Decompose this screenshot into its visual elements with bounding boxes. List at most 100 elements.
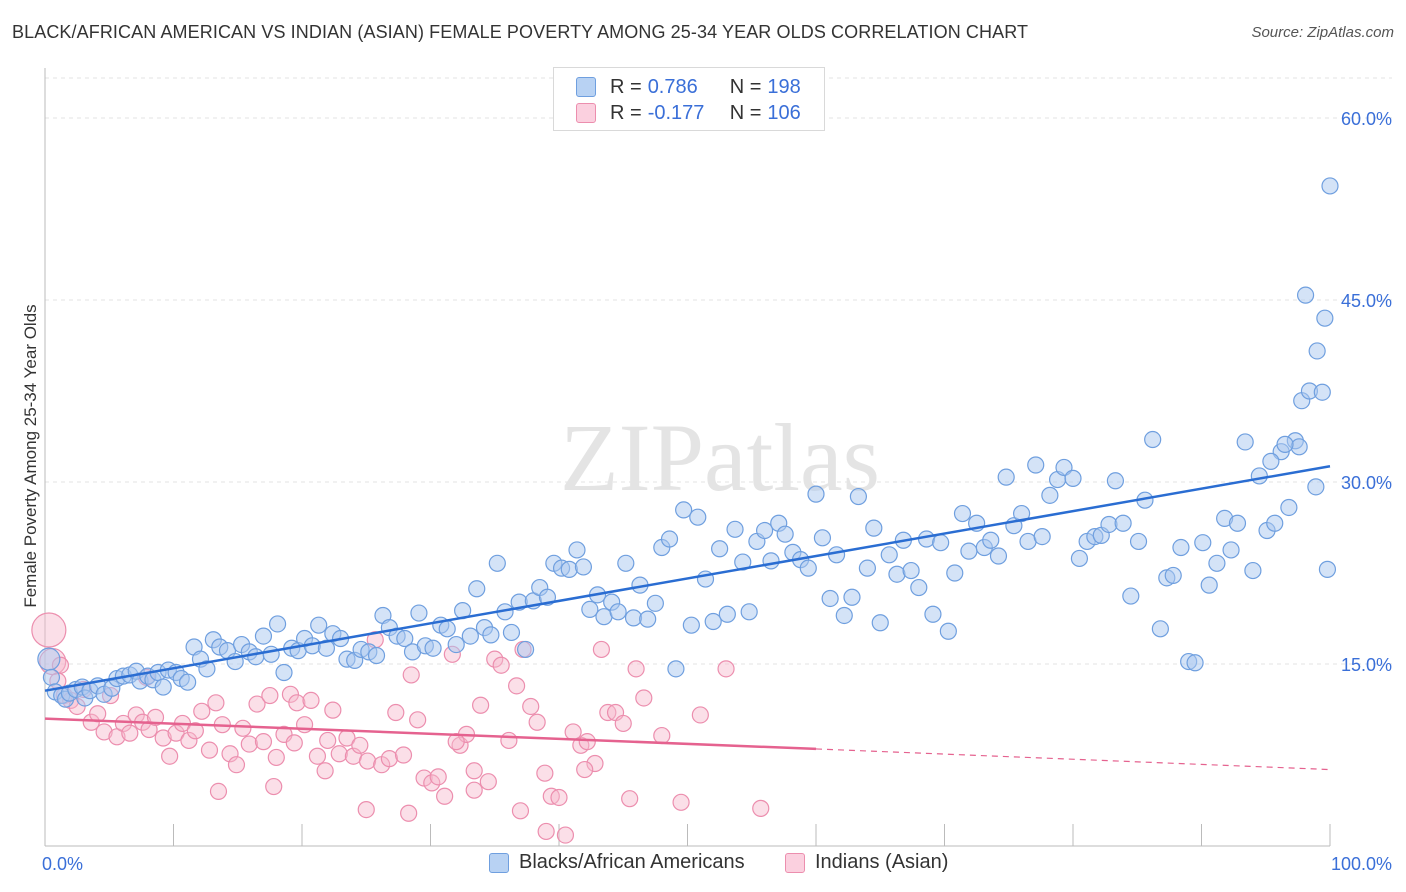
data-point-blacks [1070, 549, 1089, 568]
data-point-indians [614, 714, 632, 733]
data-point-blacks [468, 580, 486, 598]
data-point-blacks [1244, 561, 1262, 580]
x-tick-label: 0.0% [42, 854, 83, 874]
series-indians-asian [31, 612, 770, 844]
legend-item-label: Indians (Asian) [815, 851, 949, 873]
data-point-indians [207, 694, 225, 712]
data-point-indians [402, 666, 420, 684]
data-point-blacks [646, 594, 664, 612]
data-point-blacks [247, 648, 265, 666]
data-point-indians [400, 804, 418, 822]
x-tick-label: 100.0% [1331, 854, 1392, 874]
data-point-blacks [1194, 534, 1212, 552]
data-point-blacks [410, 604, 428, 622]
data-point-indians [121, 724, 139, 742]
data-point-blacks [1308, 342, 1326, 360]
data-point-indians [507, 677, 526, 695]
data-point-blacks [37, 647, 61, 671]
data-point-blacks [821, 589, 839, 608]
data-point-blacks [1106, 472, 1125, 490]
legend-item-blacks[interactable]: Blacks/African Americans [489, 851, 745, 874]
data-point-indians [586, 754, 604, 773]
data-point-blacks [946, 564, 964, 582]
data-point-indians [672, 793, 690, 811]
data-point-blacks [317, 639, 336, 657]
data-point-blacks [849, 487, 868, 506]
data-point-indians [500, 731, 518, 750]
data-point-blacks [1318, 560, 1337, 578]
data-point-blacks [1027, 456, 1045, 474]
data-point-blacks [910, 578, 928, 597]
legend-item-indians[interactable]: Indians (Asian) [785, 851, 948, 874]
legend-swatch-pink [785, 852, 805, 873]
data-point-indians [265, 777, 283, 796]
data-point-indians [308, 747, 327, 765]
data-point-blacks [682, 616, 700, 634]
legend-n-value: 106 [767, 101, 801, 124]
data-point-indians [387, 703, 405, 722]
data-point-blacks [1129, 532, 1148, 551]
data-point-blacks [953, 504, 972, 523]
legend-swatch-blue [489, 852, 509, 873]
data-point-blacks [924, 605, 942, 623]
watermark: ZIPatlas [560, 404, 880, 511]
data-point-blacks [1122, 587, 1140, 605]
series-blacks-african-americans [37, 177, 1339, 708]
data-point-indians [486, 650, 504, 668]
data-point-blacks [275, 663, 293, 682]
data-point-blacks [179, 673, 197, 691]
data-point-blacks [718, 605, 736, 623]
data-point-indians [752, 799, 770, 817]
data-point-indians [357, 800, 375, 819]
data-point-blacks [1266, 514, 1284, 532]
data-point-blacks [1316, 309, 1334, 327]
data-point-blacks [740, 603, 758, 621]
data-point-blacks [667, 660, 685, 678]
data-point-blacks [843, 588, 861, 606]
data-point-blacks [502, 623, 521, 642]
data-point-indians [146, 708, 165, 726]
data-point-indians [479, 773, 497, 791]
data-point-blacks [939, 622, 957, 640]
data-point-blacks [776, 525, 794, 543]
data-point-blacks [310, 616, 328, 634]
data-point-indians [248, 695, 266, 713]
data-point-blacks [1262, 452, 1280, 470]
data-point-indians [302, 691, 320, 710]
data-point-blacks [726, 520, 744, 538]
data-point-blacks [865, 519, 883, 537]
data-point-blacks [858, 559, 877, 577]
data-point-indians [167, 724, 185, 742]
data-point-blacks [516, 640, 535, 659]
data-point-blacks [888, 565, 906, 583]
legend-item-label: Blacks/African Americans [519, 851, 745, 873]
data-point-blacks [396, 629, 414, 648]
data-point-blacks [617, 554, 635, 572]
data-point-blacks [1012, 504, 1031, 523]
data-point-indians [423, 774, 441, 792]
data-point-indians [465, 781, 483, 799]
data-point-indians [267, 748, 285, 767]
data-point-blacks [1250, 467, 1268, 485]
data-point-indians [550, 788, 568, 807]
data-point-indians [95, 723, 113, 741]
data-point-indians [380, 750, 398, 768]
legend-r-value: -0.177 [647, 101, 705, 124]
data-point-indians [330, 745, 348, 763]
data-point-blacks [574, 558, 593, 576]
data-point-blacks [1033, 527, 1051, 546]
data-point-indians [627, 660, 645, 678]
data-point-indians [394, 746, 413, 764]
data-point-indians [536, 764, 554, 782]
data-point-indians [261, 686, 279, 705]
data-point-blacks [1114, 514, 1132, 532]
data-point-indians [200, 741, 219, 759]
data-point-blacks [42, 668, 61, 686]
data-point-indians [556, 826, 575, 844]
data-point-blacks [1064, 469, 1082, 487]
data-point-blacks [639, 610, 657, 628]
y-tick-label: 15.0% [1341, 655, 1392, 675]
data-point-blacks [1313, 383, 1331, 401]
data-point-blacks [762, 552, 780, 570]
data-point-indians [522, 697, 540, 716]
